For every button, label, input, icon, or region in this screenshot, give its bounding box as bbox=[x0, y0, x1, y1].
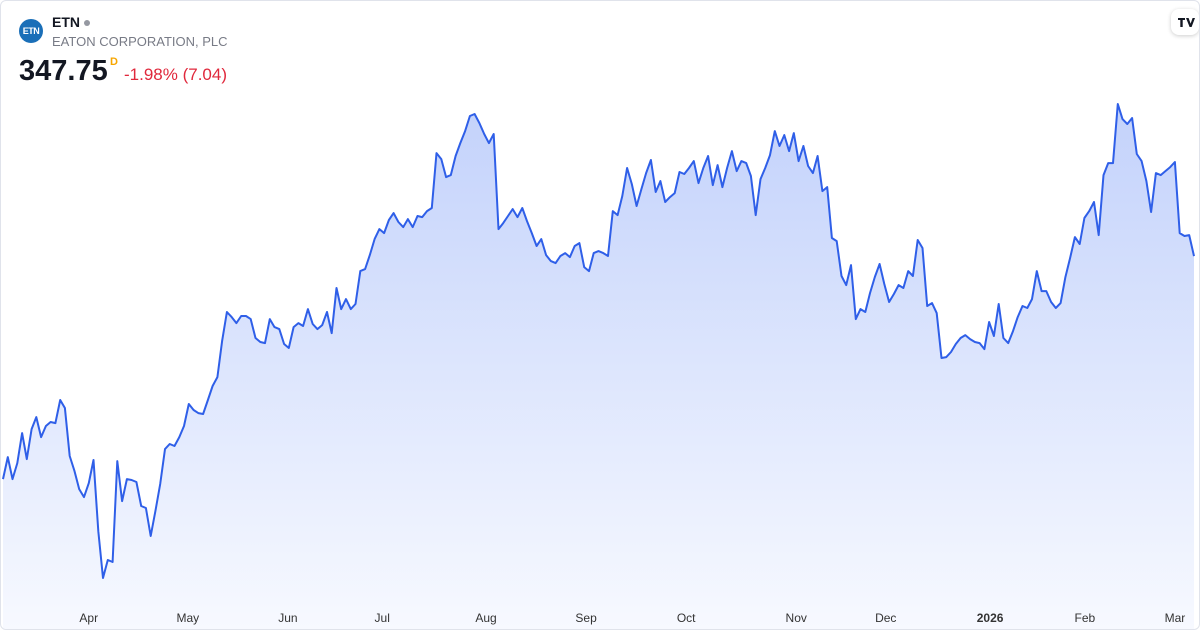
x-tick-label: Oct bbox=[677, 611, 696, 625]
x-tick-label: Nov bbox=[786, 611, 807, 625]
x-tick-label: Jun bbox=[278, 611, 297, 625]
interval: D bbox=[110, 56, 118, 68]
x-tick-label: Feb bbox=[1075, 611, 1096, 625]
symbol-row[interactable]: ETN bbox=[52, 14, 90, 30]
symbol[interactable]: ETN bbox=[52, 14, 80, 30]
price: 347.75 bbox=[19, 55, 108, 87]
x-tick-label: Jul bbox=[375, 611, 390, 625]
brand-icon bbox=[1178, 18, 1195, 27]
area-fill bbox=[3, 104, 1194, 629]
status-dot bbox=[84, 20, 90, 27]
x-tick-label: Dec bbox=[875, 611, 896, 625]
price-line bbox=[2, 103, 1195, 579]
x-tick-label: Mar bbox=[1165, 611, 1186, 625]
x-tick-label: Aug bbox=[475, 611, 496, 625]
company: EATON CORPORATION, PLC bbox=[52, 34, 228, 49]
brand-button[interactable] bbox=[1171, 9, 1199, 35]
logo: ETN bbox=[19, 19, 43, 43]
change: -1.98% (7.04) bbox=[124, 65, 227, 84]
x-tick-label: Apr bbox=[79, 611, 98, 625]
x-tick-label: May bbox=[177, 611, 200, 625]
x-tick-label: 2026 bbox=[977, 611, 1004, 625]
x-tick-label: Sep bbox=[575, 611, 597, 625]
